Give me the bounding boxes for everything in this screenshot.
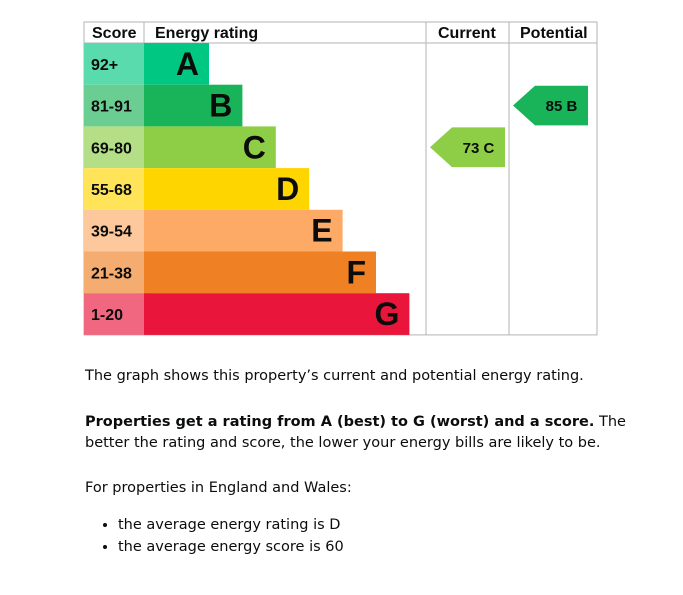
score-cell-c — [84, 126, 144, 169]
band-letter-label: E — [311, 213, 332, 249]
region-note: For properties in England and Wales: — [85, 478, 645, 499]
band-letter-label: F — [346, 254, 366, 290]
current-rating-label: 73 C — [463, 140, 495, 157]
rating-bands: 92+ A 81-91 B 69-80 C 55-68 D 39-54 E 21-38 F 1-20 G — [84, 43, 410, 335]
rating-explanation: Properties get a rating from A (best) to… — [85, 412, 645, 454]
rating-explanation-bold: Properties get a rating from A (best) to… — [85, 414, 595, 430]
chart-header: Score Energy rating Current Potential — [92, 25, 588, 42]
list-item: the average energy rating is D — [118, 514, 344, 536]
score-cell-e — [84, 209, 144, 252]
rating-arrows: 73 C 85 B — [430, 85, 588, 168]
energy-rating-chart: Score Energy rating Current Potential 92… — [83, 21, 598, 336]
band-bar-e — [144, 209, 343, 252]
potential-arrow — [513, 85, 588, 126]
averages-list: the average energy rating is D the avera… — [100, 514, 344, 558]
band-letter-label: G — [375, 296, 400, 332]
region-note-text: For properties in England and Wales: — [85, 480, 352, 496]
score-cell-a — [84, 43, 144, 85]
header-current: Current — [438, 25, 496, 42]
header-score: Score — [92, 25, 137, 42]
band-range-label: 81-91 — [91, 99, 132, 116]
score-cell-f — [84, 251, 144, 294]
band-bar-f — [144, 251, 376, 294]
band-bar-a — [144, 43, 209, 85]
header-energy-rating: Energy rating — [155, 25, 258, 42]
score-cell-g — [84, 293, 144, 335]
band-range-label: 55-68 — [91, 182, 132, 199]
band-range-label: 92+ — [91, 57, 118, 74]
rating-explanation-rest: The better the rating and score, the low… — [85, 414, 626, 451]
score-cell-d — [84, 168, 144, 210]
band-letter-label: D — [276, 171, 299, 207]
band-letter-label: B — [209, 88, 232, 124]
band-bar-b — [144, 84, 243, 127]
chart-description: The graph shows this property’s current … — [85, 366, 645, 387]
header-potential: Potential — [520, 25, 588, 42]
band-bar-g — [144, 293, 410, 335]
band-range-label: 39-54 — [91, 224, 132, 241]
score-cell-b — [84, 84, 144, 127]
band-range-label: 69-80 — [91, 140, 132, 157]
current-arrow — [430, 127, 505, 168]
band-letter-label: A — [176, 46, 199, 82]
list-item: the average energy score is 60 — [118, 536, 344, 558]
description-line: The graph shows this property’s current … — [85, 368, 584, 384]
potential-rating-label: 85 B — [546, 98, 578, 115]
band-range-label: 21-38 — [91, 265, 132, 282]
band-letter-label: C — [243, 129, 266, 165]
band-bar-c — [144, 126, 276, 169]
band-range-label: 1-20 — [91, 307, 123, 324]
band-bar-d — [144, 168, 310, 210]
